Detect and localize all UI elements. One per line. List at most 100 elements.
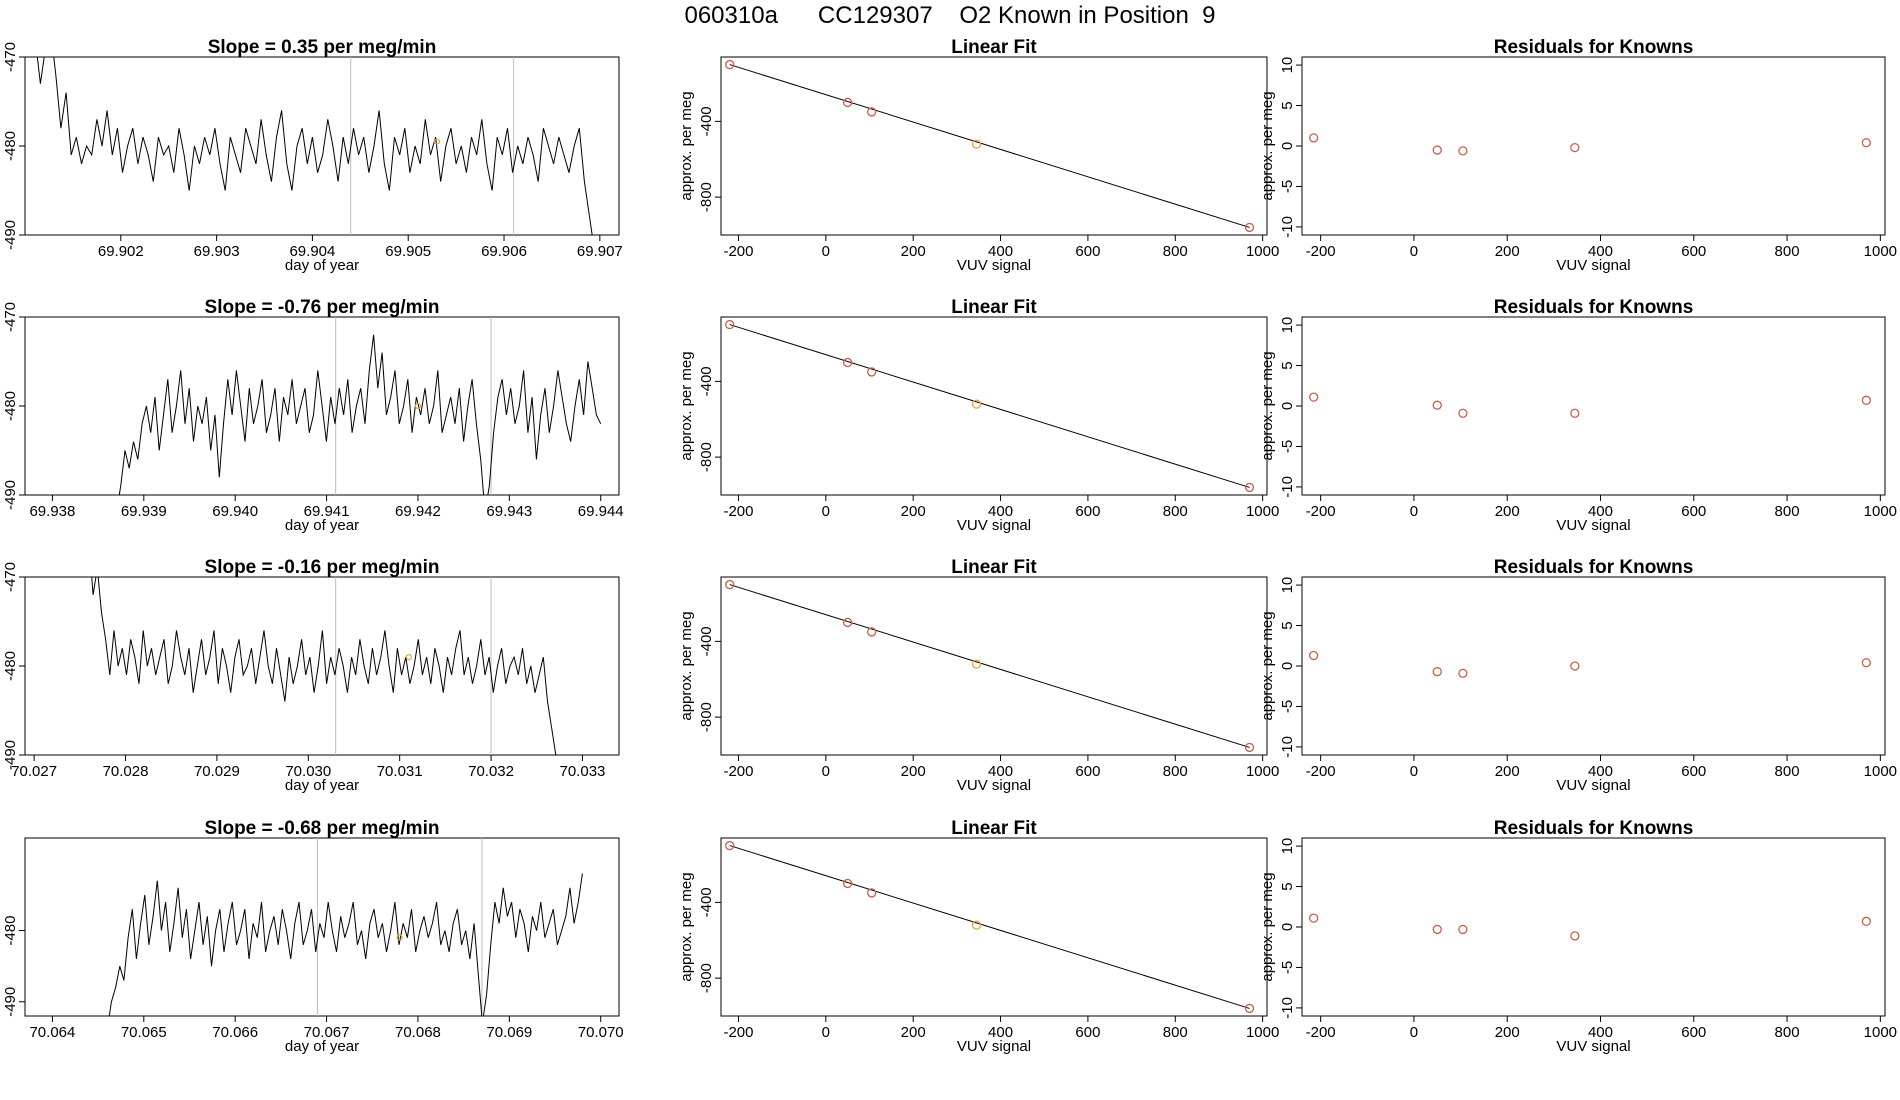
series-line bbox=[29, 57, 593, 235]
plot-area bbox=[108, 838, 583, 1016]
x-tick-label: 800 bbox=[1775, 763, 1800, 780]
y-axis-label: approx. per meg bbox=[678, 351, 695, 460]
y-tick-label: 5 bbox=[1279, 621, 1296, 629]
plot-frame bbox=[1301, 576, 1886, 756]
x-axis-label: VUV signal bbox=[957, 1038, 1031, 1055]
x-tick-label: 70.030 bbox=[285, 763, 331, 780]
y-tick-label: 5 bbox=[1279, 101, 1296, 109]
panel-2-1: Linear Fit -200 0 200 400 600 800 1000 VUV signa… bbox=[678, 557, 1279, 794]
x-tick-label: 600 bbox=[1681, 1024, 1706, 1041]
x-tick-label: 400 bbox=[988, 1024, 1013, 1041]
x-tick-label: 70.065 bbox=[121, 1024, 167, 1041]
data-point bbox=[1432, 400, 1442, 410]
plot-frame bbox=[24, 576, 620, 756]
data-point bbox=[867, 888, 877, 898]
y-tick-label: -490 bbox=[2, 220, 19, 250]
x-tick-label: 0 bbox=[1410, 503, 1418, 520]
panel-title: Residuals for Knowns bbox=[1494, 37, 1694, 58]
y-tick-label: -5 bbox=[1279, 180, 1296, 193]
plot-area bbox=[725, 59, 1255, 233]
panel-title: Residuals for Knowns bbox=[1494, 297, 1694, 318]
plot-area bbox=[1309, 133, 1871, 156]
plot-area bbox=[1309, 392, 1871, 418]
x-tick-label: 200 bbox=[1495, 243, 1520, 260]
x-axis-label: VUV signal bbox=[1556, 257, 1630, 274]
y-axis-label: approx. per meg bbox=[678, 91, 695, 200]
data-point bbox=[1309, 392, 1319, 402]
y-tick-label: 5 bbox=[1279, 361, 1296, 369]
x-tick-label: 70.067 bbox=[304, 1024, 350, 1041]
x-axis-label: VUV signal bbox=[957, 777, 1031, 794]
series-line bbox=[108, 873, 583, 1016]
x-tick-label: 69.938 bbox=[29, 503, 75, 520]
y-tick-label: -10 bbox=[1279, 216, 1296, 238]
x-tick-label: 200 bbox=[1495, 503, 1520, 520]
x-axis-label: VUV signal bbox=[1556, 777, 1630, 794]
x-tick-label: 0 bbox=[822, 763, 830, 780]
x-axis-label: day of year bbox=[285, 257, 359, 274]
x-tick-label: 400 bbox=[988, 503, 1013, 520]
fit-line bbox=[729, 845, 1250, 1009]
x-tick-label: 1000 bbox=[1864, 763, 1897, 780]
mean-marker bbox=[405, 653, 412, 661]
x-tick-label: -200 bbox=[723, 763, 753, 780]
data-point bbox=[867, 627, 877, 637]
y-tick-label: -800 bbox=[698, 963, 715, 993]
x-tick-label: 400 bbox=[1588, 503, 1613, 520]
x-tick-label: 0 bbox=[822, 243, 830, 260]
x-axis-label: day of year bbox=[285, 777, 359, 794]
y-tick-label: -5 bbox=[1279, 961, 1296, 974]
plot-frame bbox=[1301, 837, 1886, 1017]
plot-area bbox=[1309, 913, 1871, 941]
fit-line bbox=[729, 64, 1250, 228]
y-tick-label: 0 bbox=[1279, 923, 1296, 931]
y-tick-label: 0 bbox=[1279, 142, 1296, 150]
x-tick-label: 1000 bbox=[1864, 243, 1897, 260]
data-point bbox=[1244, 1003, 1255, 1014]
data-point bbox=[867, 107, 877, 117]
x-tick-label: 70.029 bbox=[194, 763, 240, 780]
x-tick-label: 69.906 bbox=[481, 243, 527, 260]
plot-frame bbox=[1301, 56, 1886, 236]
y-tick-label: -800 bbox=[698, 182, 715, 212]
data-point bbox=[1861, 658, 1871, 668]
x-tick-label: 0 bbox=[822, 1024, 830, 1041]
fit-line bbox=[729, 584, 1250, 748]
fit-line bbox=[729, 324, 1250, 488]
x-tick-label: 70.027 bbox=[11, 763, 57, 780]
x-tick-label: 70.033 bbox=[560, 763, 606, 780]
x-axis-label: VUV signal bbox=[957, 517, 1031, 534]
x-tick-label: 600 bbox=[1075, 1024, 1100, 1041]
data-point bbox=[971, 659, 982, 669]
data-point bbox=[725, 319, 735, 330]
y-tick-label: 0 bbox=[1279, 662, 1296, 670]
x-tick-label: 70.032 bbox=[468, 763, 514, 780]
x-tick-label: 70.064 bbox=[29, 1024, 75, 1041]
x-tick-label: 69.903 bbox=[194, 243, 240, 260]
y-tick-label: 10 bbox=[1279, 838, 1296, 855]
x-tick-label: 69.940 bbox=[212, 503, 258, 520]
data-point bbox=[725, 579, 735, 590]
y-tick-label: 0 bbox=[1279, 402, 1296, 410]
y-tick-label: -470 bbox=[2, 562, 19, 592]
y-tick-label: -5 bbox=[1279, 440, 1296, 453]
x-tick-label: -200 bbox=[723, 503, 753, 520]
data-point bbox=[1458, 924, 1468, 935]
x-tick-label: 1000 bbox=[1864, 503, 1897, 520]
x-tick-label: 0 bbox=[822, 503, 830, 520]
panel-0-1: Linear Fit -200 0 200 400 600 800 1000 VUV signa… bbox=[678, 37, 1279, 274]
plot-area bbox=[91, 577, 557, 755]
plot-frame bbox=[720, 316, 1268, 496]
x-tick-label: 600 bbox=[1075, 503, 1100, 520]
data-point bbox=[843, 97, 853, 108]
data-point bbox=[1244, 222, 1255, 233]
x-tick-label: 200 bbox=[901, 243, 926, 260]
y-axis-label: approx. per meg bbox=[1259, 611, 1276, 720]
panel-title: Linear Fit bbox=[951, 557, 1037, 578]
x-tick-label: 70.070 bbox=[578, 1024, 624, 1041]
x-tick-label: 70.031 bbox=[377, 763, 423, 780]
x-tick-label: 600 bbox=[1681, 503, 1706, 520]
series-line bbox=[118, 334, 602, 495]
figure-title: 060310a CC129307 O2 Known in Position 9 bbox=[684, 2, 1216, 29]
x-tick-label: 1000 bbox=[1246, 243, 1279, 260]
